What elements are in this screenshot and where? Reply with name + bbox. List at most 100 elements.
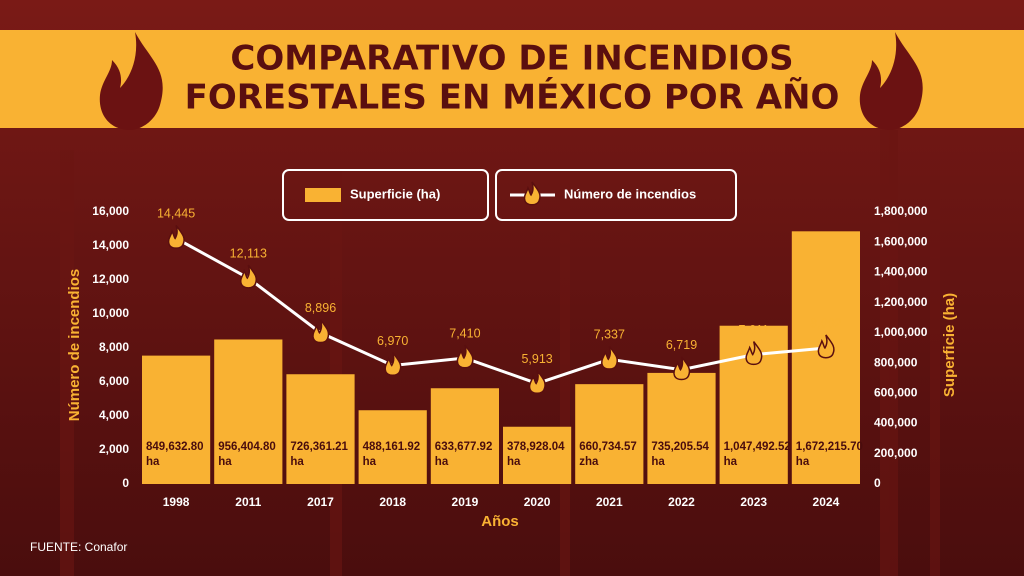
x-tick-label: 2023: [740, 495, 767, 509]
label-part: 633,677.92: [435, 441, 493, 453]
bar: [503, 426, 572, 484]
line-value-label: 8,002: [810, 316, 841, 330]
x-tick-label: 2020: [524, 495, 551, 509]
label-part: zha: [579, 456, 599, 468]
label-part: ha: [507, 456, 521, 468]
title-line: COMPARATIVO DE INCENDIOS: [230, 39, 793, 79]
label-part: 726,361.21: [290, 441, 348, 453]
y2-tick-label: 1,200,000: [874, 295, 928, 309]
line-value-label: 14,445: [157, 207, 195, 221]
title-banner: [0, 30, 1024, 128]
label-part: 378,928.04: [507, 441, 565, 453]
bar-value-label: 726,361.21 ha: [290, 441, 348, 468]
flame-marker: [817, 334, 835, 359]
flame-marker: [384, 352, 402, 377]
label-part: 488,161.92: [363, 441, 421, 453]
legend-box: [495, 169, 737, 221]
x-tick-label: 1998: [163, 495, 190, 509]
y2-tick-label: 800,000: [874, 355, 918, 369]
label-part: ha: [724, 456, 738, 468]
flame-marker: [240, 264, 258, 289]
label-part: 660,734.57: [579, 441, 637, 453]
bar-value-label: 956,404.80 ha: [218, 441, 276, 468]
flame-marker: [745, 341, 763, 366]
bar-value-label: 660,734.57 zha: [579, 441, 637, 468]
y2-tick-label: 0: [874, 476, 881, 490]
legend-swatch: [305, 188, 341, 202]
bar-value-label: 849,632.80 ha: [146, 441, 204, 468]
line-value-label: 12,113: [230, 246, 267, 260]
y-tick-label: 12,000: [92, 272, 129, 286]
y2-tick-label: 1,600,000: [874, 234, 928, 248]
y2-tick-label: 200,000: [874, 446, 918, 460]
y2-tick-label: 600,000: [874, 386, 918, 400]
bar-value-label: 1,047,492.52 ha: [724, 441, 791, 468]
label-part: ha: [363, 456, 377, 468]
flame-icons: [99, 32, 923, 130]
bar: [358, 410, 427, 484]
line-value-label: 7,611: [739, 323, 769, 337]
x-tick-label: 2021: [596, 495, 623, 509]
bar: [142, 355, 211, 484]
y2-tick-label: 1,000,000: [874, 325, 928, 339]
y2-tick-label: 400,000: [874, 416, 918, 430]
label-part: 735,205.54: [651, 441, 709, 453]
y-tick-label: 6,000: [99, 374, 129, 388]
y-tick-label: 14,000: [92, 238, 129, 252]
x-tick-label: 2022: [668, 495, 695, 509]
y-axis-label: Número de incendios: [66, 269, 83, 422]
label-part: 1,672,215.70: [796, 441, 863, 453]
bar: [286, 374, 355, 484]
line-value-label: 6,719: [666, 338, 697, 352]
legend-label: Superficie (ha): [350, 186, 440, 201]
y2-axis-label: Superficie (ha): [941, 293, 958, 397]
y-tick-label: 8,000: [99, 340, 129, 354]
label-part: ha: [290, 456, 304, 468]
legend-box: [282, 169, 489, 221]
flame-marker: [528, 370, 546, 394]
y2-tick-label: 1,800,000: [874, 204, 928, 218]
forest-silhouette: [60, 130, 940, 576]
bar: [214, 339, 283, 484]
x-tick-label: 2024: [813, 495, 840, 509]
legend-icon: [523, 181, 541, 206]
line: [175, 237, 827, 386]
bar: [430, 388, 499, 484]
y2-tick-label: 1,400,000: [874, 265, 928, 279]
label-part: ha: [435, 456, 449, 468]
label-part: 1,047,492.52: [724, 441, 791, 453]
x-axis-label: Años: [481, 513, 519, 530]
bar-value-label: 735,205.54 ha: [651, 441, 709, 468]
source-note: FUENTE: Conafor: [30, 540, 127, 554]
label-part: ha: [218, 456, 232, 468]
flame-marker: [601, 345, 619, 370]
y-tick-label: 16,000: [92, 204, 129, 218]
label-part: 849,632.80: [146, 441, 204, 453]
bar-value-label: 633,677.92 ha: [435, 441, 493, 468]
flame-marker: [312, 319, 330, 344]
x-tick-label: 2011: [235, 495, 261, 509]
line-value-label: 6,970: [377, 334, 408, 348]
line-value-label: 7,337: [594, 328, 625, 342]
flame-marker: [456, 344, 474, 369]
x-tick-label: 2019: [452, 495, 479, 509]
flame-marker: [673, 356, 691, 381]
bar-value-label: 488,161.92 ha: [363, 441, 421, 468]
label-part: 956,404.80: [218, 441, 276, 453]
x-tick-label: 2018: [379, 495, 406, 509]
line-value-label: 8,896: [305, 301, 336, 315]
line-value-label: 5,913: [521, 352, 552, 366]
y-tick-label: 4,000: [99, 408, 129, 422]
legend-label: Número de incendios: [564, 186, 696, 201]
bar: [647, 372, 716, 484]
label-part: ha: [796, 456, 810, 468]
label-part: ha: [146, 456, 160, 468]
y-tick-label: 0: [122, 476, 129, 490]
y-tick-label: 10,000: [92, 306, 129, 320]
x-tick-label: 2017: [307, 495, 334, 509]
bar: [575, 384, 644, 484]
line-value-label: 7,410: [449, 326, 480, 340]
label-part: ha: [651, 456, 665, 468]
title-line: FORESTALES EN MÉXICO POR AÑO: [185, 77, 840, 118]
